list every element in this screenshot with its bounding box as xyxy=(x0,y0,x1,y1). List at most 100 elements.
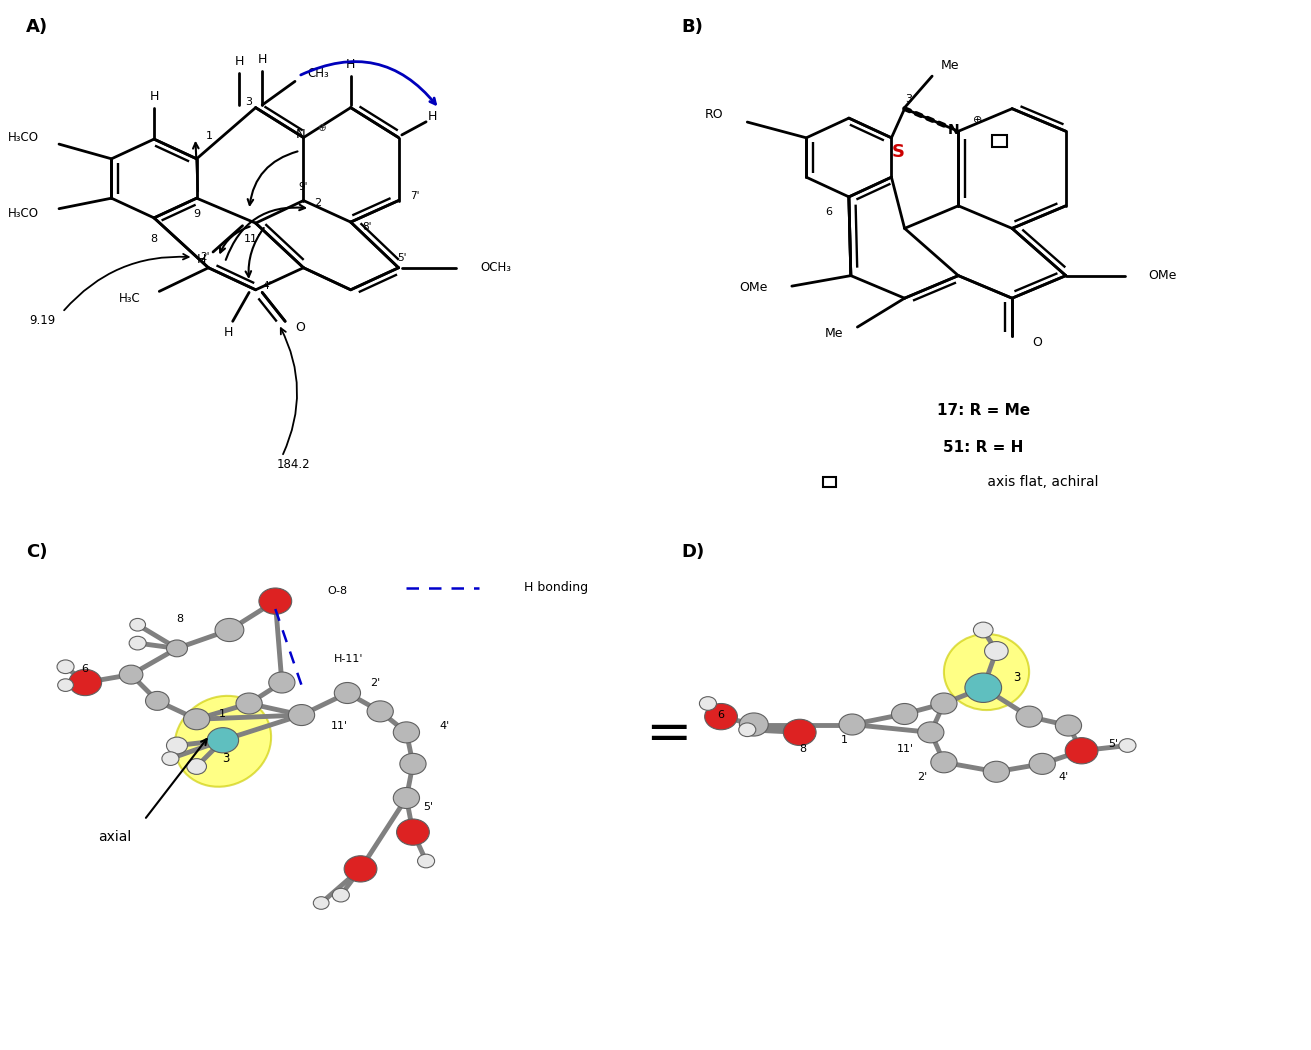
Text: 1: 1 xyxy=(840,735,848,746)
Text: OMe: OMe xyxy=(739,280,768,294)
Text: 9': 9' xyxy=(299,183,308,192)
Circle shape xyxy=(334,682,361,704)
Circle shape xyxy=(1016,706,1042,727)
Circle shape xyxy=(1029,754,1055,775)
Text: 2': 2' xyxy=(918,772,928,782)
Text: O: O xyxy=(1032,336,1042,350)
Text: 5': 5' xyxy=(422,802,433,813)
Circle shape xyxy=(983,761,1009,782)
Text: 7': 7' xyxy=(410,191,420,202)
Circle shape xyxy=(1065,737,1099,764)
Circle shape xyxy=(236,693,262,714)
Text: 5': 5' xyxy=(397,253,406,264)
Circle shape xyxy=(146,692,169,710)
Circle shape xyxy=(333,888,349,902)
Text: 3: 3 xyxy=(245,98,253,107)
Text: D): D) xyxy=(682,544,705,562)
Text: 1: 1 xyxy=(219,709,225,719)
Circle shape xyxy=(58,678,73,692)
Circle shape xyxy=(1055,715,1082,736)
Text: H: H xyxy=(149,89,159,103)
Circle shape xyxy=(973,622,994,637)
Circle shape xyxy=(705,704,737,730)
Circle shape xyxy=(260,588,291,614)
Text: Me: Me xyxy=(825,328,843,340)
Circle shape xyxy=(313,897,329,909)
Text: N: N xyxy=(948,123,958,138)
Circle shape xyxy=(288,705,315,726)
Text: 6: 6 xyxy=(81,665,89,674)
Bar xyxy=(823,477,836,487)
Circle shape xyxy=(931,693,957,714)
Text: B): B) xyxy=(682,18,704,37)
Circle shape xyxy=(931,752,957,773)
Text: 2': 2' xyxy=(370,677,380,688)
Circle shape xyxy=(985,642,1008,660)
Circle shape xyxy=(58,660,73,674)
Circle shape xyxy=(396,819,430,845)
Text: axis flat, achiral: axis flat, achiral xyxy=(983,475,1099,489)
Circle shape xyxy=(739,713,768,736)
Text: =: = xyxy=(645,708,692,762)
Text: 51: R = H: 51: R = H xyxy=(943,440,1024,455)
Text: 8': 8' xyxy=(362,223,372,232)
Circle shape xyxy=(417,855,435,867)
Circle shape xyxy=(69,670,102,695)
Circle shape xyxy=(128,636,147,650)
Circle shape xyxy=(839,714,865,735)
Ellipse shape xyxy=(174,696,271,786)
Text: H: H xyxy=(346,58,355,71)
Circle shape xyxy=(130,618,146,631)
Circle shape xyxy=(215,618,244,642)
Text: H-11': H-11' xyxy=(334,654,364,664)
Text: S: S xyxy=(891,143,905,161)
Text: 9.19: 9.19 xyxy=(29,314,56,327)
Text: H: H xyxy=(257,52,267,66)
Text: axial: axial xyxy=(98,831,131,844)
Text: 3: 3 xyxy=(905,94,912,104)
Text: C): C) xyxy=(26,544,47,562)
Text: H bonding: H bonding xyxy=(524,582,589,594)
Text: H: H xyxy=(427,110,438,123)
Text: 5': 5' xyxy=(1108,739,1118,750)
Circle shape xyxy=(1120,739,1137,752)
Text: CH₃: CH₃ xyxy=(307,67,329,80)
Circle shape xyxy=(784,719,815,745)
Bar xyxy=(992,135,1007,147)
Text: 6: 6 xyxy=(826,207,832,216)
Circle shape xyxy=(367,701,393,722)
Text: O-8: O-8 xyxy=(328,586,347,595)
Text: 11': 11' xyxy=(897,744,915,754)
Text: ⊕: ⊕ xyxy=(973,114,983,125)
Circle shape xyxy=(163,752,178,765)
Text: H: H xyxy=(235,55,244,68)
Circle shape xyxy=(187,758,207,775)
Text: H₃CO: H₃CO xyxy=(8,131,38,144)
Text: ⊕: ⊕ xyxy=(317,123,326,133)
Text: 3: 3 xyxy=(1012,671,1020,684)
Circle shape xyxy=(393,722,420,743)
Circle shape xyxy=(393,788,420,808)
Text: 8: 8 xyxy=(800,744,806,754)
Text: 4': 4' xyxy=(1059,772,1068,782)
Circle shape xyxy=(400,754,426,775)
Circle shape xyxy=(269,672,295,693)
Text: 8: 8 xyxy=(151,234,157,244)
Text: OMe: OMe xyxy=(1148,269,1177,282)
Circle shape xyxy=(119,666,143,685)
Text: 2': 2' xyxy=(201,252,210,262)
Text: O: O xyxy=(295,321,305,334)
Text: 11': 11' xyxy=(330,720,349,731)
Text: 6: 6 xyxy=(717,710,724,720)
Text: 2: 2 xyxy=(315,198,321,208)
Text: 17: R = Me: 17: R = Me xyxy=(936,403,1030,418)
Circle shape xyxy=(184,709,210,730)
Text: 4': 4' xyxy=(439,720,450,731)
Text: 8: 8 xyxy=(177,614,184,625)
Text: 9: 9 xyxy=(193,209,201,219)
Text: H₃CO: H₃CO xyxy=(8,208,38,220)
Circle shape xyxy=(891,704,918,724)
Text: Me: Me xyxy=(941,59,960,72)
Text: 1: 1 xyxy=(206,131,214,141)
Text: 184.2: 184.2 xyxy=(277,458,311,471)
